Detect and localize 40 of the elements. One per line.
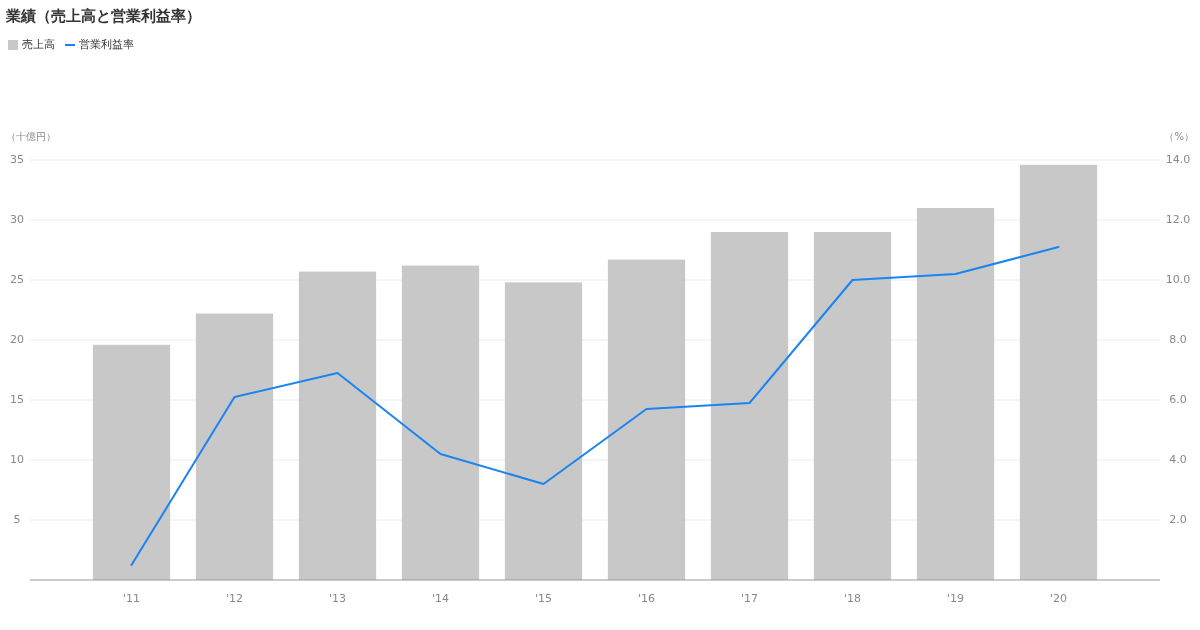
bar [92,344,171,580]
x-tick-label: '15 [534,592,553,605]
bar [298,271,377,580]
y2-tick-label: 14.0 [1165,153,1191,166]
x-tick-label: '18 [843,592,862,605]
bar [1019,164,1098,580]
y-axis-title: （十億円） [6,131,56,142]
y2-tick-label: 4.0 [1169,453,1187,466]
bar [813,232,892,580]
bar [916,208,995,580]
x-tick-label: '17 [740,592,759,605]
y2-tick-label: 12.0 [1165,213,1191,226]
y2-tick-label: 10.0 [1165,273,1191,286]
y-tick-label: 35 [10,153,24,166]
legend-label: 営業利益率 [79,38,134,51]
line-series [130,246,1060,566]
y-tick-label: 5 [13,513,21,526]
legend-label: 売上高 [22,38,55,51]
bar [401,265,480,580]
y2-tick-label: 8.0 [1169,333,1187,346]
chart-title: 業績（売上高と営業利益率） [5,7,201,25]
x-tick-label: '19 [946,592,965,605]
y2-tick-label: 6.0 [1169,393,1187,406]
y-tick-label: 30 [10,213,24,226]
y2-axis-title: （%） [1164,131,1194,142]
x-tick-label: '12 [225,592,244,605]
y-tick-label: 15 [10,393,24,406]
x-tick-label: '11 [122,592,141,605]
x-tick-label: '20 [1049,592,1068,605]
x-tick-label: '13 [328,592,347,605]
y-tick-label: 10 [10,453,24,466]
y-tick-label: 20 [10,333,24,346]
x-tick-label: '16 [637,592,656,605]
bar [710,232,789,580]
y2-tick-label: 2.0 [1169,513,1187,526]
bar [504,282,583,580]
y-tick-label: 25 [10,273,24,286]
bar [195,313,274,580]
bar [607,259,686,580]
x-tick-label: '14 [431,592,450,605]
